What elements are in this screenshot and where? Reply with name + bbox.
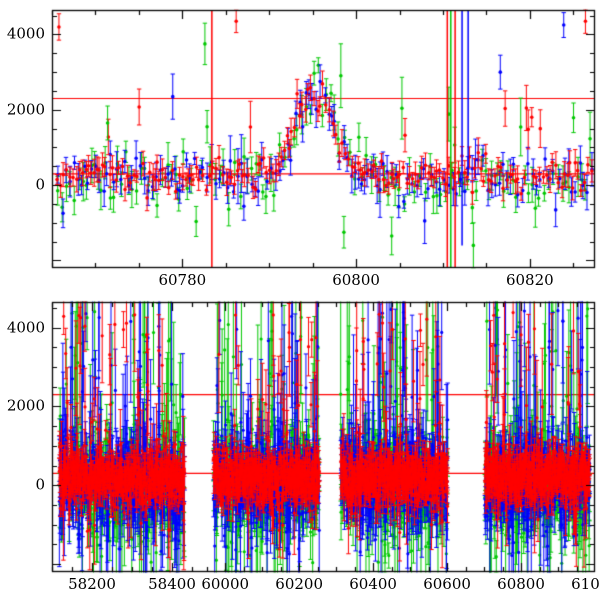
y-tick-label: 2000	[6, 396, 45, 415]
y-tick-label: 0	[35, 175, 45, 194]
bottom-panel	[52, 302, 595, 572]
x-tick-label: 58200	[68, 575, 116, 593]
y-tick-label: 4000	[6, 318, 45, 337]
x-tick-label: 60780	[158, 271, 207, 289]
x-tick-label: 60200	[275, 575, 323, 593]
y-tick-label: 4000	[6, 24, 45, 43]
x-tick-label: 60800	[332, 271, 380, 289]
x-tick-label: 60400	[349, 575, 397, 593]
x-tick-label: 60820	[505, 271, 554, 289]
x-tick-label: 60800	[497, 575, 545, 593]
x-tick-label: 61000	[571, 575, 600, 593]
top-panel	[52, 10, 595, 268]
x-tick-label: 58400	[148, 575, 196, 593]
x-tick-label: 60000	[201, 575, 250, 593]
y-tick-label: 0	[35, 475, 45, 494]
x-tick-label: 60600	[423, 575, 471, 593]
y-tick-label: 2000	[6, 100, 45, 119]
